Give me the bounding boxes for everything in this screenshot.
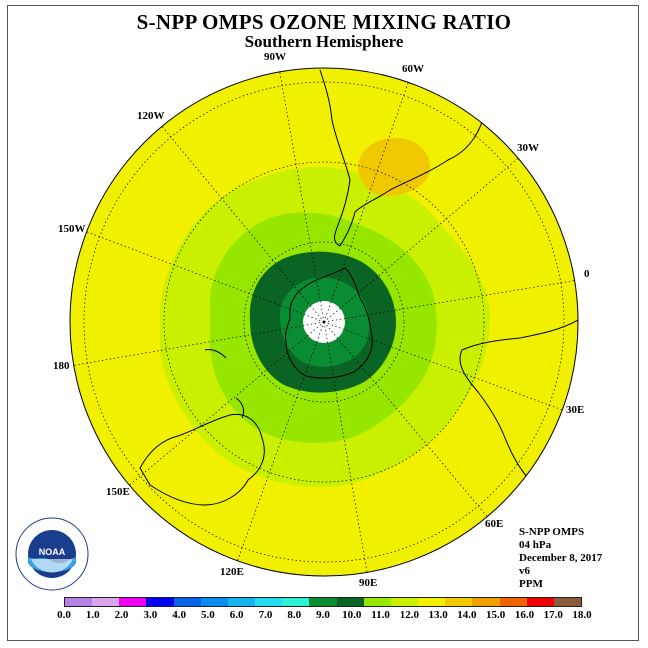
colorbar-swatch [390,598,419,606]
lon-label-90e: 90E [359,577,378,589]
colorbar-swatch [282,598,310,606]
colorbar-tick-label: 8.0 [287,609,302,621]
lon-label-120e: 120E [220,566,244,578]
colorbar-swatch [200,598,228,606]
colorbar-tick-label: 11.0 [371,609,390,621]
lon-label-180: 180 [53,360,70,372]
colorbar [64,597,582,607]
info-version: v6 [519,565,530,577]
colorbar-swatch [255,598,283,606]
lon-label-120w: 120W [137,110,165,122]
lon-label-30w: 30W [517,142,539,154]
info-date: December 8, 2017 [519,552,603,564]
colorbar-swatch [173,598,201,606]
colorbar-tick-label: 5.0 [201,609,215,621]
colorbar-tick-label: 3.0 [143,609,158,621]
noaa-logo: NOAA [15,517,89,591]
product-info: S-NPP OMPS 04 hPa December 8, 2017 v6 PP… [519,526,602,591]
ozone-field [70,68,578,576]
colorbar-tick-label: 18.0 [572,609,592,621]
map-subtitle: Southern Hemisphere [244,32,404,51]
colorbar-tick-label: 7.0 [258,609,273,621]
colorbar-tick-label: 6.0 [229,609,244,621]
lon-label-150w: 150W [58,223,86,235]
graticule [70,68,578,576]
colorbar-swatch [92,598,120,606]
colorbar-swatch [526,598,554,606]
colorbar-tick-label: 2.0 [114,609,129,621]
colorbar-swatch [146,598,174,606]
logo-text: NOAA [39,547,66,557]
colorbar-swatch [445,598,473,606]
colorbar-swatch [336,598,364,606]
colorbar-tick-label: 15.0 [486,609,506,621]
lon-label-60w: 60W [402,63,424,75]
lon-label-90w: 90W [264,51,286,63]
colorbar-tick-label: 17.0 [543,609,563,621]
colorbar-swatch [227,598,256,606]
colorbar-tick-label: 12.0 [399,609,419,621]
lon-label-150e: 150E [106,486,130,498]
colorbar-swatch [119,598,147,606]
map-title: S-NPP OMPS OZONE MIXING RATIO [136,10,512,34]
colorbar-swatch [309,598,337,606]
colorbar-swatch [418,598,446,606]
lon-label-30e: 30E [566,404,585,416]
colorbar-tick-label: 16.0 [514,609,535,621]
colorbar-tick-label: 4.0 [172,609,186,621]
lon-label-60e: 60E [485,518,504,530]
info-instrument: S-NPP OMPS [519,526,585,538]
colorbar-swatch [553,598,581,606]
colorbar-tick-label: 13.0 [428,609,448,621]
colorbar-tick-label: 1.0 [85,609,100,621]
info-units: PPM [519,578,543,590]
colorbar-swatch [363,598,391,606]
lon-label-0: 0 [584,268,590,280]
colorbar-tick-label: 10.0 [342,609,362,621]
colorbar-tick-label: 0.0 [57,609,71,621]
info-level: 04 hPa [519,539,552,551]
colorbar-tick-label: 14.0 [457,609,477,621]
ozone-level-14-max [358,138,430,197]
map-outline [69,67,579,577]
colorbar-tick-label: 9.0 [316,609,330,621]
colorbar-swatch [472,598,500,606]
colorbar-swatch [499,598,527,606]
colorbar-swatch [65,598,93,606]
